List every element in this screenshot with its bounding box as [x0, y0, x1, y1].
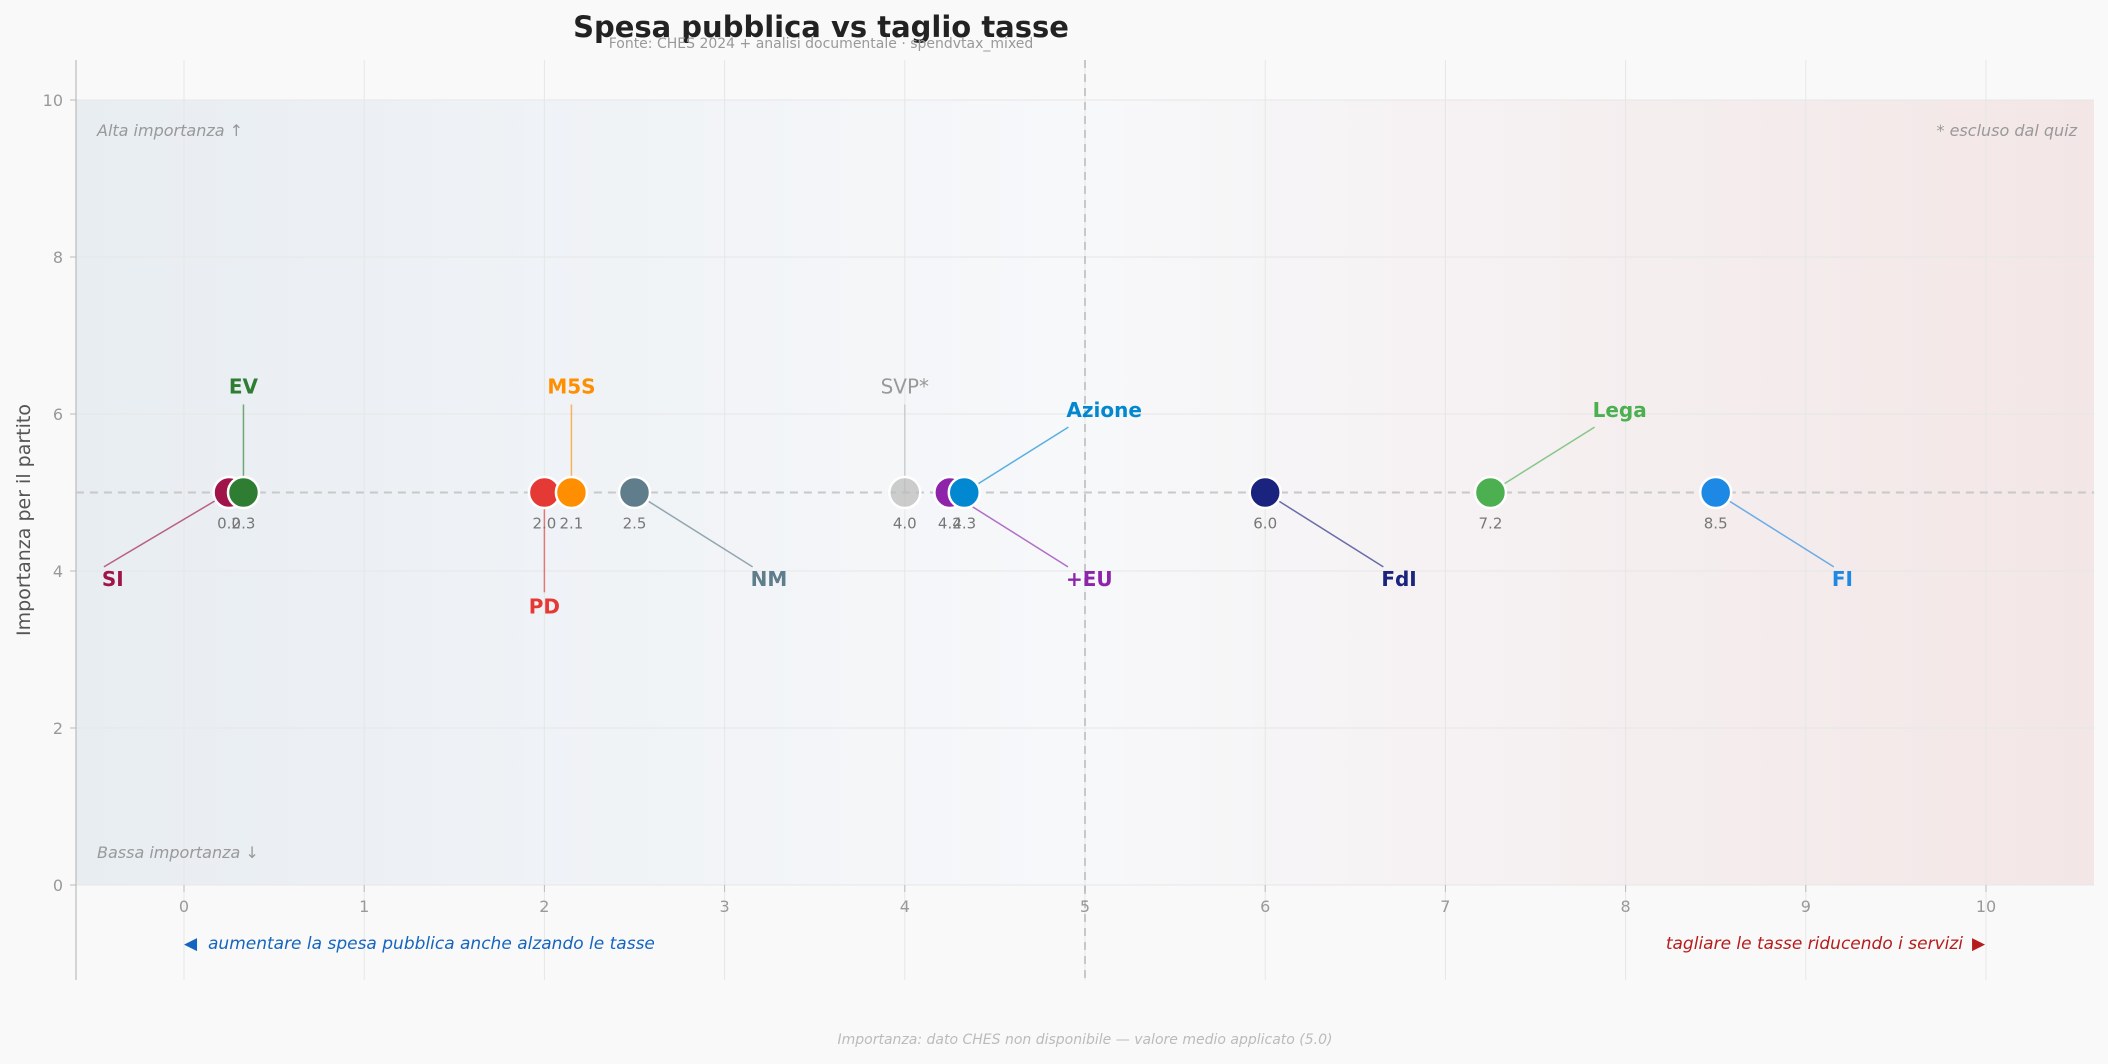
- y-tick-label: 10: [43, 91, 63, 110]
- value-label: 4.3: [952, 515, 976, 533]
- markers: [212, 475, 1733, 510]
- value-label: 0.2: [217, 515, 241, 533]
- x-tick-label: 6: [1260, 897, 1270, 916]
- x-tick-label: 7: [1440, 897, 1450, 916]
- y-tick-label: 8: [53, 248, 63, 267]
- party-label: Lega: [1593, 398, 1647, 422]
- excluded-note: * escluso dal quiz: [1937, 121, 2078, 140]
- x-tick-label: 10: [1976, 897, 1996, 916]
- data-point: [947, 475, 982, 510]
- party-label: EV: [229, 375, 259, 399]
- x-tick-label: 2: [539, 897, 549, 916]
- left-arrow-icon: ◀: [184, 934, 198, 954]
- party-label: +EU: [1066, 567, 1113, 591]
- value-label: 7.2: [1479, 515, 1503, 533]
- x-tick-label: 5: [1080, 897, 1090, 916]
- data-point: [888, 475, 922, 510]
- leader-line: [1715, 491, 1835, 568]
- x-ticks: 0 1 2 3 4 5 6 7 8 9 10: [179, 885, 1996, 916]
- value-label: 0.3: [232, 515, 256, 533]
- y-ticks: 0 2 4 6 8 10: [43, 91, 76, 895]
- y-tick-label: 2: [53, 719, 63, 738]
- data-points: 0.2 SI 0.3 EV 2.0 PD 2.1 M5S 2.5 NM 4.0 SVP* 4.2 +EU 4…: [102, 375, 1853, 619]
- leader-line: [963, 426, 1069, 494]
- x-tick-label: 8: [1621, 897, 1631, 916]
- value-label: 4.2: [938, 515, 962, 533]
- value-label: 2.0: [532, 515, 556, 533]
- leader-line: [103, 491, 230, 568]
- party-label: SVP*: [881, 375, 929, 399]
- y-tick-label: 4: [53, 562, 63, 581]
- y-tick-label: 6: [53, 405, 63, 424]
- value-label: 4.0: [893, 515, 917, 533]
- party-label: FdI: [1381, 567, 1416, 591]
- y-axis-label: Importanza per il partito: [13, 404, 35, 636]
- data-point: [554, 475, 589, 510]
- y-tick-label: 0: [53, 876, 63, 895]
- party-label: NM: [751, 567, 788, 591]
- x-tick-label: 4: [900, 897, 910, 916]
- value-label: 6.0: [1253, 515, 1277, 533]
- data-point: [1248, 475, 1282, 510]
- x-tick-label: 0: [179, 897, 189, 916]
- value-label: 2.5: [623, 515, 647, 533]
- right-direction-text: tagliare le tasse riducendo i servizi: [1666, 934, 1963, 954]
- corner-note-low: Bassa importanza ↓: [97, 843, 259, 862]
- party-label: M5S: [547, 375, 595, 399]
- left-direction-note: ◀ aumentare la spesa pubblica anche alza…: [184, 934, 655, 954]
- left-direction-text: aumentare la spesa pubblica anche alzand…: [208, 934, 655, 954]
- value-label: 2.1: [560, 515, 584, 533]
- x-tick-label: 3: [720, 897, 730, 916]
- footnote: Importanza: dato CHES non disponibile — …: [838, 1032, 1333, 1048]
- corner-note-high: Alta importanza ↑: [96, 121, 243, 140]
- right-arrow-icon: ▶: [1972, 934, 1986, 954]
- x-tick-label: 1: [359, 897, 369, 916]
- data-point: [226, 475, 261, 510]
- right-direction-note: tagliare le tasse riducendo i servizi ▶: [1666, 934, 1986, 954]
- leader-line: [1264, 491, 1384, 568]
- data-point: [1698, 475, 1733, 510]
- party-label: FI: [1832, 567, 1853, 591]
- labels: 0.2 SI 0.3 EV 2.0 PD 2.1 M5S 2.5 NM 4.0 SVP* 4.2 +EU 4…: [102, 375, 1853, 619]
- leader-line: [634, 491, 754, 568]
- chart-subtitle: Fonte: CHES 2024 + analisi documentale ·…: [609, 36, 1034, 52]
- data-point: [617, 475, 652, 510]
- leader-line: [1490, 426, 1595, 494]
- chart-title: Spesa pubblica vs taglio tasse: [573, 10, 1069, 44]
- data-point: [1473, 475, 1508, 510]
- party-label: Azione: [1066, 398, 1142, 422]
- midlines: [75, 60, 2095, 980]
- x-tick-label: 9: [1801, 897, 1811, 916]
- party-label: PD: [529, 594, 560, 618]
- value-label: 8.5: [1704, 515, 1728, 533]
- party-label: SI: [102, 567, 124, 591]
